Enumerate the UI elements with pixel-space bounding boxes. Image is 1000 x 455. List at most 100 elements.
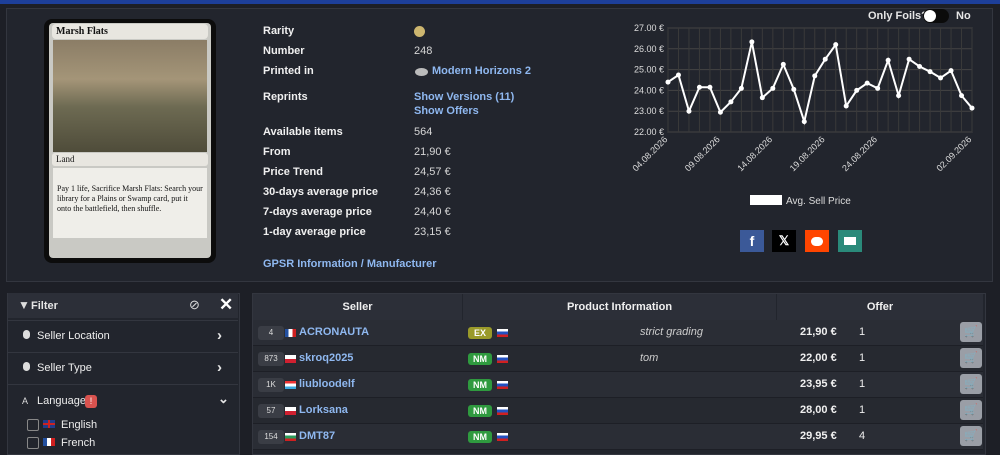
filter-item[interactable]: Seller Location — [37, 330, 110, 342]
filter-header — [8, 293, 238, 318]
foils-toggle[interactable] — [923, 9, 949, 23]
email-icon — [844, 237, 856, 245]
price-point — [801, 119, 807, 125]
x-tick-label: 19.08.2026 — [788, 134, 827, 173]
price: 29,95 € — [800, 430, 837, 442]
card-type: Land — [52, 153, 208, 166]
price: 28,00 € — [800, 404, 837, 416]
price: 21,90 € — [800, 326, 837, 338]
seller-name[interactable]: liubloodelf — [299, 378, 355, 390]
y-tick-label: 23.00 € — [634, 106, 664, 116]
language-option: French — [61, 437, 96, 449]
seller-name[interactable]: skroq2025 — [299, 352, 354, 364]
language-flag — [497, 433, 508, 441]
cart-button[interactable]: 🛒 — [960, 322, 982, 342]
language-flag — [497, 407, 508, 415]
price-point — [875, 85, 881, 91]
cart-button[interactable]: 🛒 — [960, 348, 982, 368]
seller-name[interactable]: DMT87 — [299, 430, 336, 442]
price-point — [927, 69, 933, 75]
info-label: 1-day average price — [263, 226, 366, 238]
filter-icon — [23, 362, 30, 371]
sales-count: 873 — [258, 352, 284, 366]
language-flag — [497, 329, 508, 337]
table-header: Product Information — [566, 301, 673, 313]
flag — [43, 438, 55, 446]
card-rules: Pay 1 life, Sacrifice Marsh Flats: Searc… — [53, 168, 207, 238]
foils-value: No — [956, 10, 971, 22]
table-row — [253, 346, 983, 372]
price-point — [812, 73, 818, 79]
seller-flag — [285, 407, 296, 415]
price-point — [833, 42, 839, 48]
price-point — [749, 39, 755, 45]
card-name: Marsh Flats — [52, 24, 208, 39]
seller-flag — [285, 355, 296, 363]
info-label: Available items — [263, 126, 343, 138]
price-point — [707, 84, 713, 90]
price: 22,00 € — [800, 352, 837, 364]
quantity: 4 — [859, 430, 866, 442]
share-reddit[interactable] — [805, 230, 829, 252]
clear-filter[interactable]: ⊘ — [189, 297, 200, 312]
price-point — [854, 87, 860, 93]
cart-button[interactable]: 🛒 — [960, 374, 982, 394]
comment: tom — [640, 352, 659, 364]
rarity-icon — [414, 26, 425, 37]
seller-name[interactable]: Lorksana — [299, 404, 348, 416]
share-email[interactable] — [838, 230, 862, 252]
checkbox[interactable] — [27, 419, 39, 431]
flag — [43, 420, 55, 428]
filter-divider — [8, 384, 238, 385]
price-point — [969, 105, 975, 111]
checkbox[interactable] — [27, 437, 39, 449]
comment: strict grading — [640, 326, 703, 338]
sales-count: 57 — [258, 404, 284, 418]
cart-button[interactable]: 🛒 — [960, 426, 982, 446]
info-value: 24,36 € — [414, 186, 451, 198]
table-header-cell — [253, 294, 462, 320]
filter-icon — [23, 330, 30, 339]
table-header-cell — [463, 294, 776, 320]
price-point — [675, 72, 681, 78]
legend-label: Avg. Sell Price — [786, 196, 851, 207]
info-label: Price Trend — [263, 166, 323, 178]
language-badge: ! — [85, 395, 97, 408]
price-point — [843, 103, 849, 109]
filter-item[interactable]: Language — [37, 395, 86, 407]
share-facebook[interactable]: f — [740, 230, 764, 252]
price-point — [864, 80, 870, 86]
quantity: 1 — [859, 352, 866, 364]
gpsr-link[interactable]: GPSR Information / Manufacturer — [263, 258, 437, 270]
info-value: 21,90 € — [414, 146, 451, 158]
price-point — [791, 86, 797, 92]
table-row — [253, 372, 983, 398]
info-label: Printed in — [263, 65, 314, 77]
info-link[interactable]: Modern Horizons 2 — [432, 65, 532, 77]
info-value: 24,40 € — [414, 206, 451, 218]
price-point — [896, 93, 902, 99]
price-line — [667, 41, 973, 126]
info-value: 564 — [414, 126, 433, 138]
price-point — [906, 56, 912, 62]
info-value: 24,57 € — [414, 166, 451, 178]
share-x[interactable]: 𝕏 — [772, 230, 796, 252]
y-tick-label: 22.00 € — [634, 127, 664, 137]
y-tick-label: 24.00 € — [634, 85, 664, 95]
info-link[interactable]: Show Versions (11) — [414, 91, 515, 103]
quantity: 1 — [859, 326, 866, 338]
foils-label: Only Foils? — [868, 10, 928, 22]
price-chart: 22.00 € 23.00 € 24.00 € 25.00 € 26.00 € 27.00… — [630, 23, 975, 207]
price-point — [665, 79, 671, 85]
filter-icon: ▼ — [18, 298, 30, 312]
filter-item[interactable]: Seller Type — [37, 362, 92, 374]
info-link[interactable]: Show Offers — [414, 105, 479, 117]
y-tick-label: 27.00 € — [634, 23, 664, 33]
seller-name[interactable]: ACRONAUTA — [299, 326, 370, 338]
cart-button[interactable]: 🛒 — [960, 400, 982, 420]
price-point — [759, 95, 765, 101]
close-filter[interactable]: ✕ — [219, 295, 234, 314]
language-flag — [497, 355, 508, 363]
table-row — [253, 424, 983, 450]
